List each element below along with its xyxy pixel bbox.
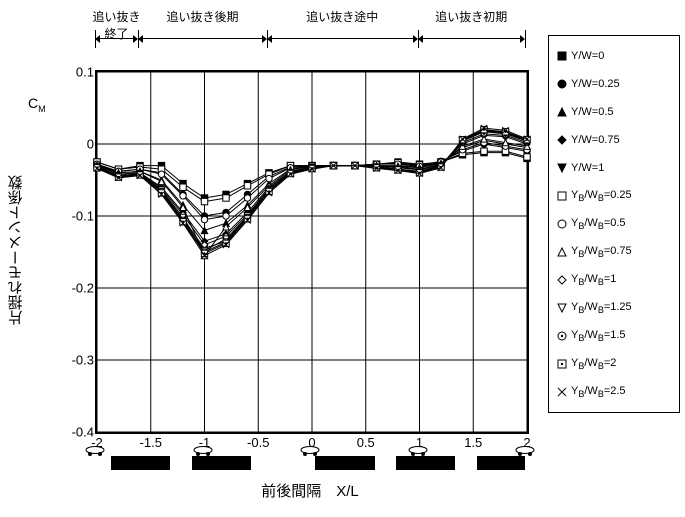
legend-item: YB/WB=2.5 <box>553 378 675 406</box>
y-tick: -0.1 <box>58 209 97 224</box>
y-tick: -0.2 <box>58 281 97 296</box>
y-tick: -0.3 <box>58 353 97 368</box>
range-bar <box>315 456 374 470</box>
legend-item: Y/W=0.5 <box>553 98 675 126</box>
phase-label: 追い抜き後期 <box>166 8 238 25</box>
legend-item: Y/W=0.75 <box>553 126 675 154</box>
car-icon <box>300 443 320 453</box>
legend-item: YB/WB=1 <box>553 266 675 294</box>
car-icon <box>193 443 213 453</box>
phase-label: 追い抜き途中 <box>306 8 378 25</box>
legend-item: YB/WB=1.5 <box>553 322 675 350</box>
range-bar <box>111 456 170 470</box>
phase-label: 追い抜き 終了 <box>92 8 140 42</box>
legend-item: YB/WB=0.25 <box>553 182 675 210</box>
legend-item: Y/W=1 <box>553 154 675 182</box>
legend-item: Y/W=0 <box>553 42 675 70</box>
legend-item: YB/WB=1.25 <box>553 294 675 322</box>
y-axis-symbol: CM <box>28 95 46 114</box>
car-icon <box>515 443 535 453</box>
phase-annotations: 追い抜き 終了追い抜き後期追い抜き途中追い抜き初期 <box>95 8 525 28</box>
y-tick: 0.1 <box>58 65 97 80</box>
range-bar <box>396 456 455 470</box>
legend-item: YB/WB=0.5 <box>553 210 675 238</box>
car-icon <box>85 443 105 453</box>
range-bar <box>477 456 525 470</box>
car-icon <box>408 443 428 453</box>
y-tick: 0 <box>58 137 97 152</box>
x-tick: 0.5 <box>348 432 384 450</box>
x-tick: -0.5 <box>240 432 276 450</box>
x-axis-label: 前後間隔 X/L <box>95 480 525 501</box>
legend-item: YB/WB=2 <box>553 350 675 378</box>
phase-label: 追い抜き初期 <box>435 8 507 25</box>
legend-item: Y/W=0.25 <box>553 70 675 98</box>
y-axis-label: 片揺れモーメント係数 <box>5 70 27 430</box>
range-bar <box>192 456 251 470</box>
x-tick: 1.5 <box>455 432 491 450</box>
legend-item: YB/WB=0.75 <box>553 238 675 266</box>
x-tick: -1.5 <box>133 432 169 450</box>
legend: Y/W=0Y/W=0.25Y/W=0.5Y/W=0.75Y/W=1YB/WB=0… <box>548 35 680 413</box>
chart-area: 0.10-0.1-0.2-0.3-0.4-2-1.5-1-0.500.511.5… <box>95 70 529 434</box>
